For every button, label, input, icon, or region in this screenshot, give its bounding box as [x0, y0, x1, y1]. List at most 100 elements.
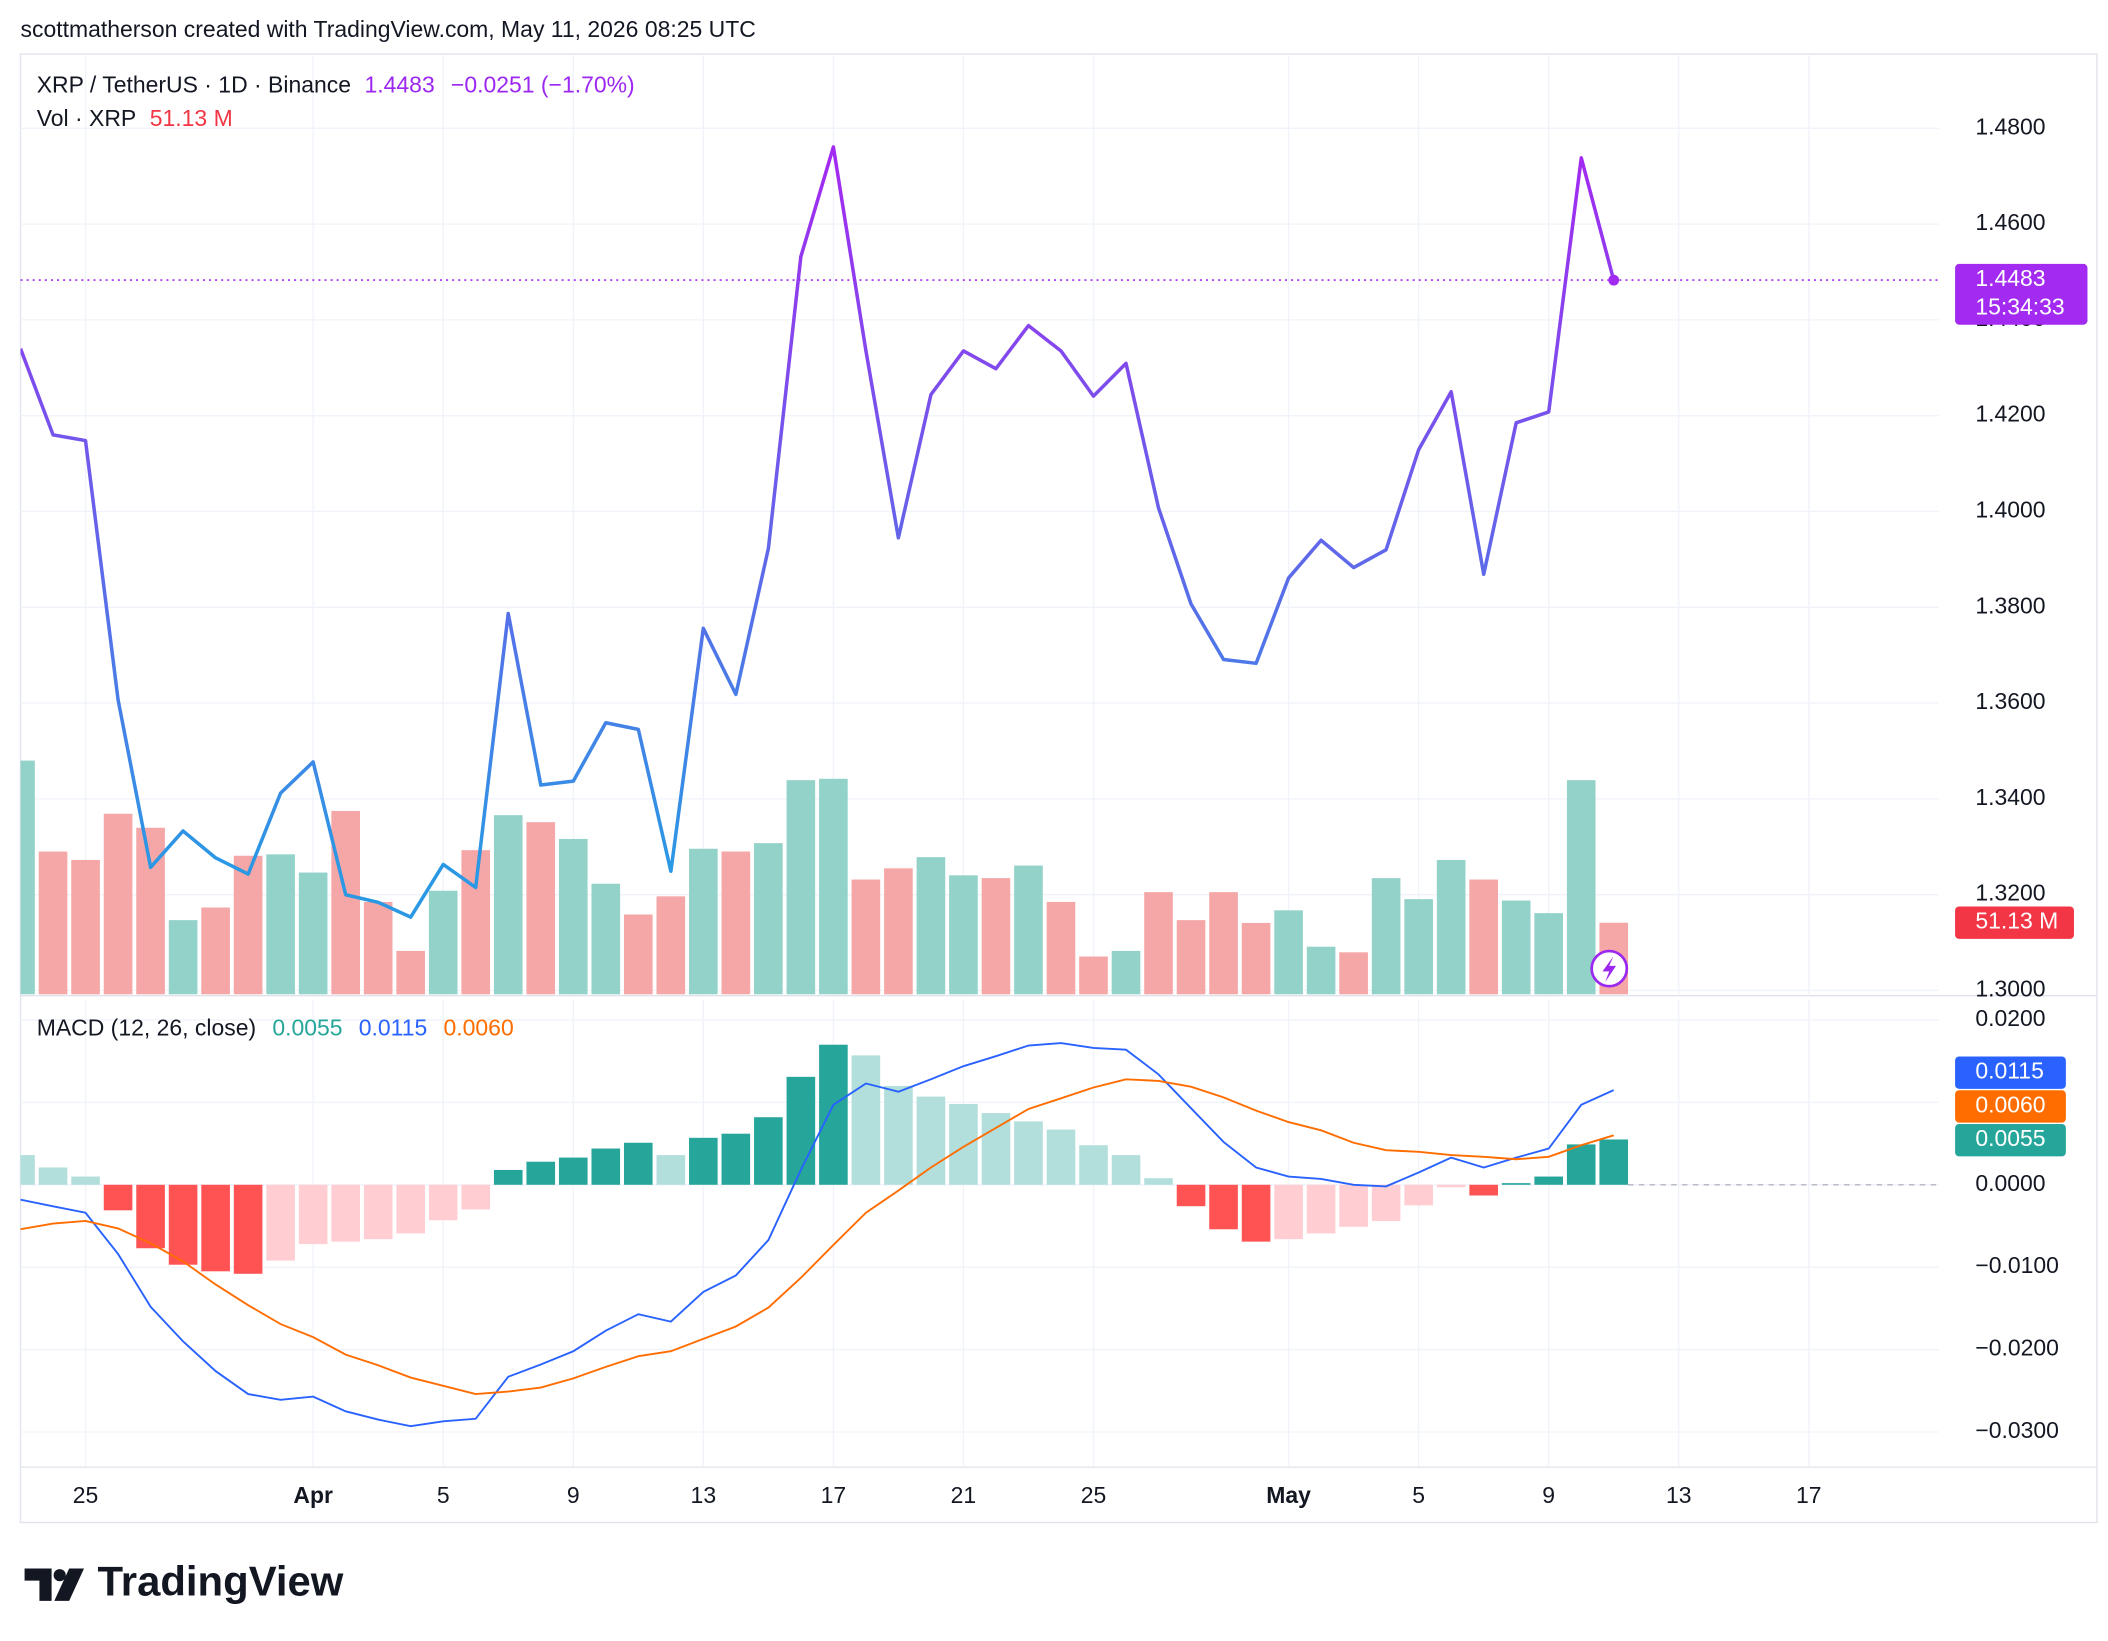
macd-histogram-bar — [1014, 1121, 1043, 1185]
macd-histogram-bar — [754, 1117, 783, 1185]
x-tick-label: 5 — [1412, 1482, 1425, 1508]
volume-bar — [1079, 956, 1108, 995]
macd-histogram-bar — [461, 1184, 491, 1210]
x-tick-label: May — [1266, 1482, 1311, 1508]
volume-bar — [363, 901, 393, 995]
volume-bar — [461, 850, 491, 995]
macd-histogram-bar — [396, 1184, 426, 1234]
macd-histogram-bar — [1176, 1184, 1206, 1207]
macd-histogram-bar — [1046, 1129, 1076, 1185]
y-tick-label: 0.0200 — [1975, 1005, 2045, 1031]
y-tick-label: 1.4000 — [1975, 497, 2045, 523]
volume-bar — [1274, 910, 1303, 995]
macd-histogram-bar — [1404, 1184, 1433, 1206]
x-tick-label: 17 — [1796, 1482, 1822, 1508]
macd-histogram-bar — [558, 1157, 588, 1185]
macd-histogram-bar — [819, 1044, 848, 1185]
macd-histogram-bar — [1371, 1184, 1401, 1222]
volume-bar — [819, 778, 848, 995]
volume-bar — [103, 813, 133, 995]
volume-bar — [428, 890, 458, 995]
macd-histogram-bar — [71, 1176, 100, 1185]
y-tick-label: 1.3200 — [1975, 880, 2045, 906]
macd-histogram-bar — [981, 1113, 1011, 1185]
macd-histogram-bar — [526, 1161, 556, 1185]
volume-bar — [623, 914, 653, 995]
x-tick-label: 21 — [951, 1482, 977, 1508]
macd-histogram-bar — [949, 1104, 978, 1185]
price-badge-label: 1.4483 — [1975, 265, 2045, 291]
volume-bar — [1566, 780, 1596, 995]
macd-histogram-bar — [331, 1184, 360, 1242]
macd-histogram-bar — [721, 1133, 751, 1185]
y-tick-label: 0.0000 — [1975, 1170, 2045, 1196]
macd-histogram-bar — [786, 1076, 816, 1185]
volume-bar — [558, 838, 588, 995]
macd-badge-label: 0.0115 — [1975, 1058, 2044, 1084]
y-tick-label: 1.3600 — [1975, 688, 2045, 714]
volume-bar — [331, 810, 360, 995]
plot — [20, 145, 1939, 1428]
x-tick-label: 13 — [1666, 1482, 1692, 1508]
macd-histogram-bar — [591, 1148, 621, 1185]
symbol: XRP / TetherUS · 1D · Binance — [37, 72, 351, 98]
signal-last: 0.0060 — [444, 1014, 514, 1040]
alert-icon[interactable] — [1590, 949, 1629, 988]
volume-bar — [38, 851, 68, 995]
macd-histogram-bar — [884, 1085, 913, 1185]
header: scottmatherson created with TradingView.… — [21, 16, 756, 42]
y-tick-label: −0.0100 — [1975, 1252, 2059, 1278]
logo: TradingView — [24, 1558, 344, 1605]
volume-bar — [1209, 892, 1238, 995]
macd-histogram-bar — [233, 1184, 263, 1274]
volume-bar — [1014, 865, 1043, 995]
x-tick-label: 17 — [821, 1482, 847, 1508]
macd-histogram-bar — [266, 1184, 295, 1261]
y-tick-label: 1.4600 — [1975, 209, 2045, 235]
volume-bar — [1241, 922, 1271, 995]
macd-badge — [1955, 1056, 2066, 1089]
volume-bar — [1534, 913, 1564, 995]
macd-histogram-bar — [1534, 1176, 1564, 1185]
volume-bar — [591, 883, 621, 995]
macd-histogram-bar — [1469, 1184, 1498, 1196]
volume-bar — [851, 879, 881, 995]
macd-histogram-bar — [1209, 1184, 1238, 1230]
macd-histogram-bar — [363, 1184, 393, 1240]
volume-bar — [1111, 950, 1141, 995]
volume-bar — [1436, 859, 1466, 995]
volume-bar — [754, 843, 783, 995]
macd-histogram-bar — [428, 1184, 458, 1221]
macd-histogram-bar — [1566, 1144, 1596, 1185]
last-price-dot — [1608, 274, 1620, 286]
x-tick-label: 5 — [437, 1482, 450, 1508]
macd-line — [20, 1042, 1615, 1428]
volume-bar — [981, 878, 1011, 995]
macd-histogram-bar — [656, 1155, 686, 1185]
macd-histogram-bar — [916, 1096, 946, 1185]
macd-badge — [1955, 1090, 2066, 1123]
macd-histogram-bar — [851, 1055, 881, 1185]
macd-histogram-bar — [689, 1137, 718, 1185]
volume-bar — [1176, 920, 1206, 995]
macd-histogram-bar — [298, 1184, 328, 1245]
macd-histogram-bar — [1599, 1139, 1629, 1185]
y-tick-label: 1.3000 — [1975, 976, 2045, 1002]
volume-bar — [721, 851, 751, 995]
macd-histogram-bar — [136, 1184, 165, 1249]
signal-line — [20, 1078, 1614, 1395]
volume-bar — [526, 822, 556, 995]
volume-bar — [786, 780, 816, 995]
price-badge — [1955, 263, 2088, 325]
countdown: 15:34:33 — [1975, 294, 2064, 320]
vol-name: Vol · XRP — [37, 105, 137, 131]
macd-histogram-bar — [1111, 1155, 1141, 1185]
volume-bar — [1144, 892, 1173, 995]
macd-histogram-bar — [38, 1167, 68, 1185]
y-tick-label: 1.3400 — [1975, 784, 2045, 810]
volume-bar — [1371, 878, 1401, 995]
macd-name: MACD (12, 26, close) — [37, 1014, 256, 1040]
macd-badge-label: 0.0055 — [1975, 1125, 2045, 1151]
volume-bar — [1306, 946, 1336, 995]
